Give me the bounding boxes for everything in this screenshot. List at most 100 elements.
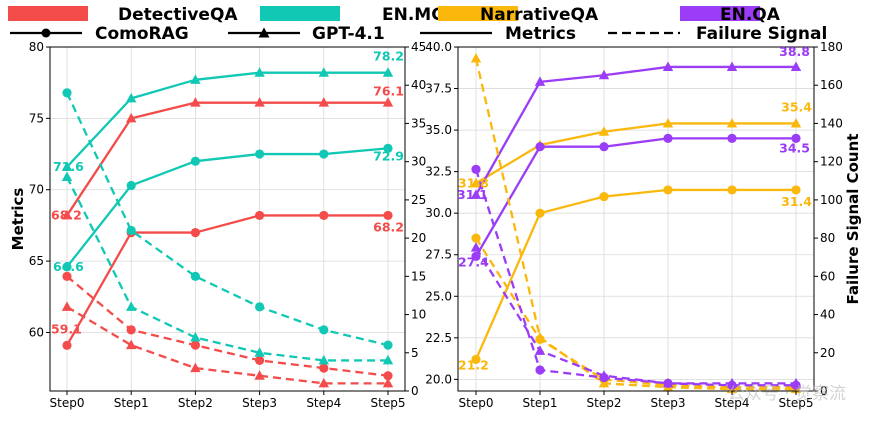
legend-swatch-narrativeqa: [438, 6, 518, 21]
ytick-label: 37.5: [425, 82, 452, 96]
legend-label-comorag: ComoRAG: [95, 24, 189, 44]
xtick-label-step2: Step2: [587, 396, 622, 410]
y2tick-label: 45: [411, 40, 426, 54]
y2tick-label: 30: [411, 155, 426, 169]
point-en-mc-comorag-metrics-step0: [62, 262, 72, 272]
point-en-qa-gpt-4-1-failure-step1: [534, 345, 546, 355]
point-en-mc-gpt-4-1-failure-step1: [126, 301, 137, 311]
y2tick-label: 5: [411, 346, 419, 360]
ytick-label: 40.0: [425, 40, 452, 54]
point-detectiveqa-gpt-4-1-failure-step3: [254, 370, 265, 380]
point-en-qa-comorag-failure-step1: [535, 365, 545, 375]
point-en-mc-gpt-4-1-metrics-step2: [190, 74, 201, 84]
point-en-mc-gpt-4-1-failure-step3: [254, 347, 265, 357]
point-narrativeqa-gpt-4-1-metrics-step3: [662, 117, 674, 128]
legend-label-detectiveqa: DetectiveQA: [118, 5, 238, 25]
y2tick-label: 20: [411, 231, 426, 245]
data-label-narrativeqa-2: 35.4: [781, 99, 812, 114]
point-narrativeqa-gpt-4-1-failure-step1: [534, 331, 546, 342]
point-en-qa-gpt-4-1-failure-step3: [662, 377, 674, 388]
y2tick-label: 0: [820, 384, 828, 398]
point-narrativeqa-comorag-metrics-step1: [535, 208, 545, 218]
point-en-qa-gpt-4-1-failure-step0: [470, 242, 482, 252]
series-line-en-mc-gpt-4-1-failure: [65, 176, 388, 362]
data-label-en-mc-4: 71.6: [53, 159, 84, 174]
ytick-label: 60: [29, 325, 44, 339]
point-narrativeqa-gpt-4-1-failure-step2: [598, 377, 610, 388]
point-en-qa-comorag-metrics-step5: [791, 133, 801, 144]
ytick-label: 22.5: [425, 331, 452, 345]
y-axis-label: Metrics: [9, 188, 27, 251]
xtick-label-step5: Step5: [371, 396, 406, 410]
ytick-label: 70: [29, 183, 44, 197]
point-detectiveqa-gpt-4-1-metrics-step1: [126, 112, 137, 123]
point-narrativeqa-comorag-failure-step0: [471, 233, 481, 243]
point-detectiveqa-comorag-failure-step1: [126, 325, 136, 335]
point-en-mc-comorag-failure-step4: [319, 325, 329, 335]
point-narrativeqa-comorag-metrics-step2: [599, 191, 609, 202]
point-detectiveqa-comorag-failure-step5: [383, 371, 393, 381]
point-detectiveqa-comorag-metrics-step0: [62, 340, 72, 350]
series-line-en-qa-comorag-failure: [474, 168, 796, 387]
series-en-qa-comorag-failure: [471, 164, 801, 390]
point-en-mc-comorag-metrics-step1: [126, 180, 136, 191]
series-en-qa-comorag-metrics: [471, 133, 801, 261]
y2tick-label: 60: [820, 269, 835, 283]
xtick-label-step0: Step0: [50, 396, 85, 410]
legend: DetectiveQA EN.MC NarrativeQA EN.QA ComoRAG G…: [8, 5, 827, 44]
series-narrativeqa-comorag-metrics: [471, 185, 801, 365]
ytick-label: 80: [29, 40, 44, 54]
data-label-detectiveqa-2: 76.1: [373, 84, 404, 99]
series-en-mc-comorag-metrics: [62, 143, 393, 272]
point-en-mc-comorag-failure-step3: [255, 302, 265, 312]
point-detectiveqa-gpt-4-1-metrics-step3: [254, 97, 265, 107]
series-line-detectiveqa-comorag-metrics: [66, 214, 388, 346]
data-label-narrativeqa-3: 31.4: [781, 194, 812, 209]
point-detectiveqa-gpt-4-1-metrics-step4: [318, 97, 329, 107]
point-en-mc-gpt-4-1-metrics-step5: [382, 67, 394, 77]
series-line-en-qa-gpt-4-1-failure: [475, 247, 796, 385]
series-line-detectiveqa-gpt-4-1-failure: [66, 305, 388, 385]
series-line-narrativeqa-comorag-failure: [475, 237, 796, 389]
series-line-en-mc-comorag-failure: [65, 92, 389, 347]
point-en-qa-gpt-4-1-metrics-step4: [726, 61, 738, 71]
y2tick-label: 10: [411, 308, 426, 322]
point-narrativeqa-comorag-metrics-step5: [791, 185, 801, 195]
xtick-label-step2: Step2: [178, 396, 213, 410]
y2tick-label: 15: [411, 269, 426, 283]
point-detectiveqa-gpt-4-1-failure-step5: [382, 377, 394, 388]
xtick-label-step0: Step0: [459, 396, 494, 410]
point-narrativeqa-gpt-4-1-metrics-step4: [726, 117, 738, 128]
point-narrativeqa-gpt-4-1-metrics-step5: [790, 117, 802, 128]
ytick-label: 75: [29, 111, 44, 125]
point-en-qa-gpt-4-1-metrics-step5: [790, 61, 802, 71]
series-detectiveqa-gpt-4-1-failure: [61, 301, 394, 388]
data-label-detectiveqa-3: 68.2: [373, 219, 404, 234]
series-line-narrativeqa-gpt-4-1-metrics: [475, 122, 796, 185]
point-en-mc-gpt-4-1-metrics-step1: [126, 92, 137, 103]
point-en-mc-comorag-metrics-step4: [319, 149, 329, 159]
legend-label-gpt-4-1: GPT-4.1: [312, 24, 385, 44]
series-line-en-qa-gpt-4-1-metrics: [474, 65, 796, 196]
point-detectiveqa-comorag-failure-step3: [255, 355, 265, 366]
legend-label-failure-signal: Failure Signal: [696, 24, 827, 44]
y2tick-label: 40: [820, 308, 835, 322]
ytick-label: 35.0: [425, 123, 452, 137]
series-narrativeqa-gpt-4-1-metrics: [470, 117, 802, 188]
point-en-qa-comorag-metrics-step1: [535, 142, 545, 152]
point-detectiveqa-gpt-4-1-metrics-step2: [190, 97, 201, 107]
point-en-mc-gpt-4-1-failure-step2: [190, 331, 201, 342]
series-en-qa-gpt-4-1-metrics: [470, 61, 802, 199]
point-en-mc-gpt-4-1-failure-step0: [61, 171, 73, 181]
series-line-en-qa-comorag-metrics: [475, 137, 796, 257]
point-en-mc-gpt-4-1-metrics-step0: [61, 161, 73, 171]
point-en-mc-comorag-failure-step0: [62, 88, 72, 98]
point-en-mc-comorag-failure-step1: [126, 225, 136, 236]
series-line-narrativeqa-gpt-4-1-failure: [474, 58, 796, 391]
y2tick-label: 180: [820, 40, 843, 54]
legend-marker-gpt-4-1: [258, 27, 270, 38]
data-label-narrativeqa-1: 21.2: [458, 357, 489, 372]
point-en-mc-gpt-4-1-metrics-step4: [318, 67, 329, 77]
legend-marker-comorag: [41, 28, 51, 38]
